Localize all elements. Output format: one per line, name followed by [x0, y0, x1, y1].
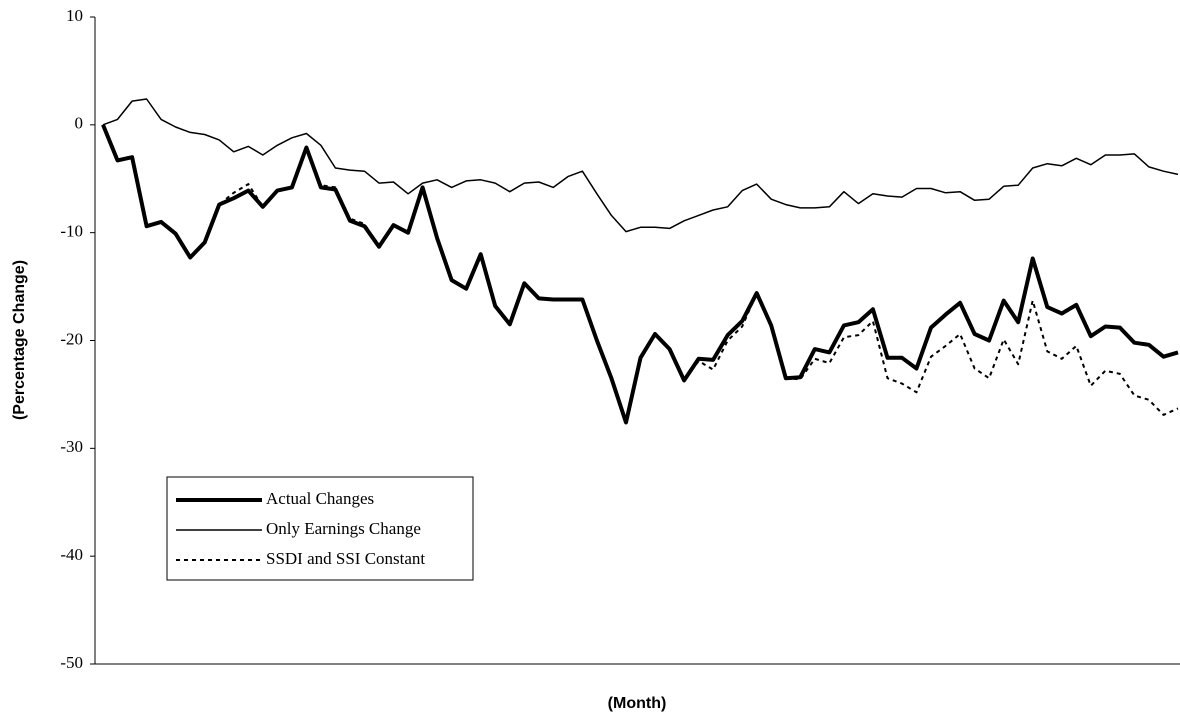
- series-line: [102, 98, 1179, 233]
- series-line: [101, 124, 1179, 425]
- y-tick-label: -10: [60, 222, 83, 241]
- y-tick-label: 10: [66, 6, 83, 25]
- y-tick-label: -40: [60, 545, 83, 564]
- y-axis-label: (Percentage Change): [11, 260, 28, 420]
- y-tick-label: 0: [75, 114, 84, 133]
- y-tick-label: -20: [60, 329, 83, 348]
- y-tick-label: -50: [60, 653, 83, 672]
- legend-label: Actual Changes: [266, 489, 374, 508]
- y-tick-label: -30: [60, 437, 83, 456]
- x-axis-label: (Month): [608, 695, 667, 712]
- legend-box: [166, 476, 474, 581]
- series-line: [102, 124, 1179, 424]
- legend-label: SSDI and SSI Constant: [266, 549, 425, 568]
- legend-label: Only Earnings Change: [266, 519, 421, 538]
